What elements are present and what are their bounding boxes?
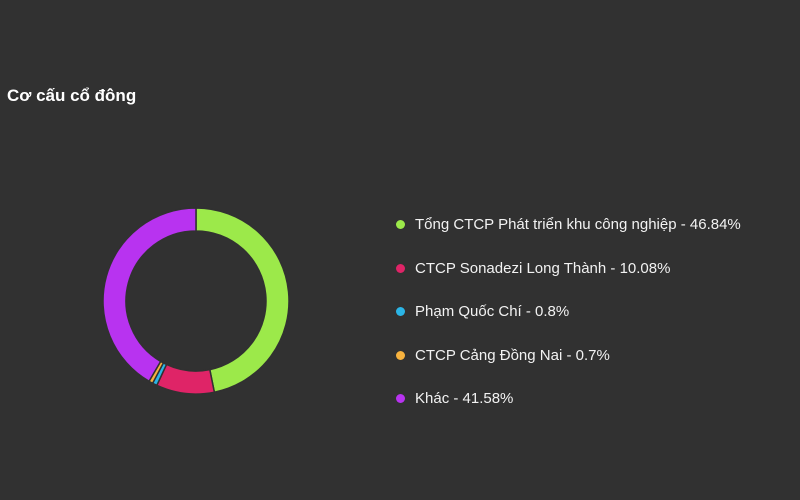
donut-slice-1[interactable] [155, 363, 216, 395]
donut-slice-4[interactable] [102, 207, 197, 383]
legend-label: Tổng CTCP Phát triển khu công nghiệp - 4… [415, 216, 741, 234]
legend-label: Phạm Quốc Chí - 0.8% [415, 303, 570, 321]
legend-item[interactable]: Tổng CTCP Phát triển khu công nghiệp - 4… [396, 203, 741, 247]
chart-title: Cơ cấu cổ đông [7, 86, 137, 105]
legend-dot-icon [396, 394, 405, 404]
legend-dot-icon [396, 350, 405, 360]
legend-dot-icon [396, 263, 405, 273]
legend-dot-icon [396, 220, 405, 230]
legend-item[interactable]: CTCP Sonadezi Long Thành - 10.08% [396, 247, 741, 291]
legend-label: CTCP Cảng Đồng Nai - 0.7% [415, 346, 610, 364]
legend-item[interactable]: CTCP Cảng Đồng Nai - 0.7% [396, 334, 741, 378]
donut-slice-0[interactable] [195, 207, 290, 394]
donut-chart [102, 207, 290, 395]
legend-label: Khác - 41.58% [415, 390, 514, 408]
legend: Tổng CTCP Phát triển khu công nghiệp - 4… [396, 203, 741, 421]
legend-dot-icon [396, 307, 405, 317]
legend-item[interactable]: Phạm Quốc Chí - 0.8% [396, 290, 741, 334]
legend-label: CTCP Sonadezi Long Thành - 10.08% [415, 259, 671, 277]
legend-item[interactable]: Khác - 41.58% [396, 377, 741, 421]
